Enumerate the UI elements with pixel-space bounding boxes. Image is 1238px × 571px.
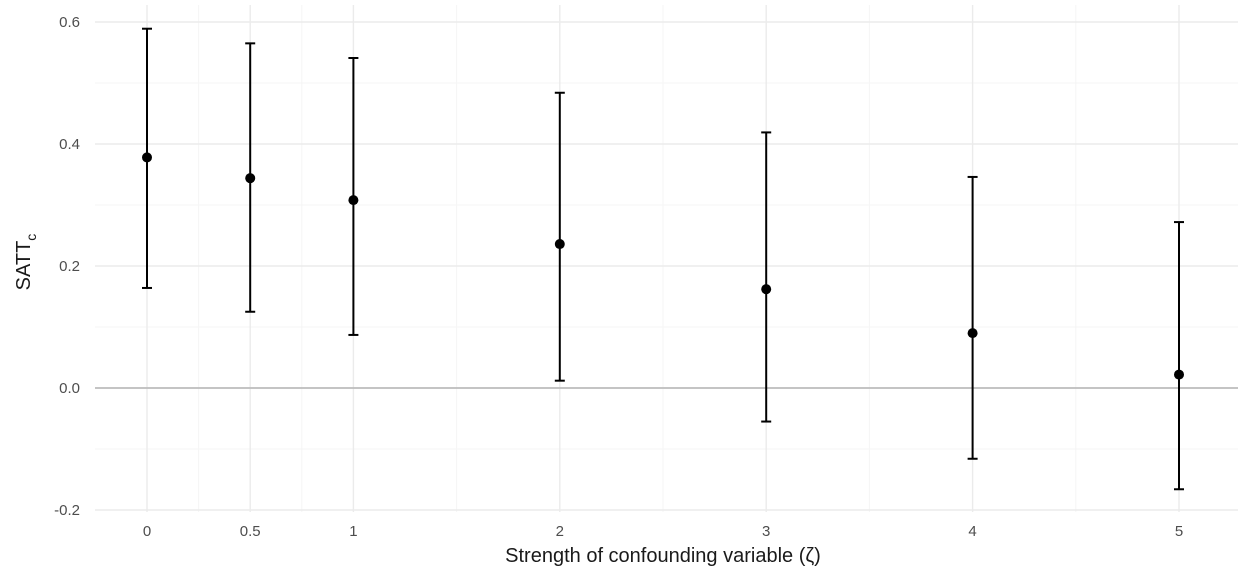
error-bar [554, 91, 565, 382]
point-estimate [245, 173, 256, 184]
point-estimate [1174, 369, 1184, 380]
point-estimate [142, 152, 152, 163]
y-tick-label: 0.0 [59, 380, 80, 397]
x-tick-label: 5 [1175, 523, 1183, 540]
point-estimate [761, 284, 772, 295]
point-estimate [348, 195, 359, 206]
point-estimates [142, 152, 1184, 380]
y-axis-tick-labels: -0.2 0.0 0.2 0.4 0.6 [54, 14, 80, 519]
x-axis-tick-labels: 0 0.5 1 2 3 4 5 [143, 523, 1183, 540]
point-estimate [554, 239, 565, 250]
y-tick-label: -0.2 [54, 502, 80, 519]
y-tick-label: 0.6 [59, 14, 80, 31]
y-axis-title-subscript: c [23, 234, 39, 241]
y-tick-label: 0.2 [59, 258, 80, 275]
major-grid [95, 5, 1238, 512]
error-bar [761, 131, 772, 423]
x-tick-label: 1 [349, 523, 357, 540]
error-bar [967, 175, 978, 460]
x-tick-label: 2 [556, 523, 564, 540]
error-bar [1174, 221, 1184, 491]
y-axis-title: SATTc [13, 234, 39, 291]
x-tick-label: 0 [143, 523, 151, 540]
minor-grid [95, 5, 1238, 512]
y-axis-title-main: SATT [13, 241, 35, 291]
y-tick-label: 0.4 [59, 136, 80, 153]
x-tick-label: 3 [762, 523, 770, 540]
x-tick-label: 0.5 [240, 523, 261, 540]
x-tick-label: 4 [968, 523, 976, 540]
point-estimate [967, 328, 978, 339]
x-axis-title: Strength of confounding variable (ζ) [505, 545, 821, 567]
